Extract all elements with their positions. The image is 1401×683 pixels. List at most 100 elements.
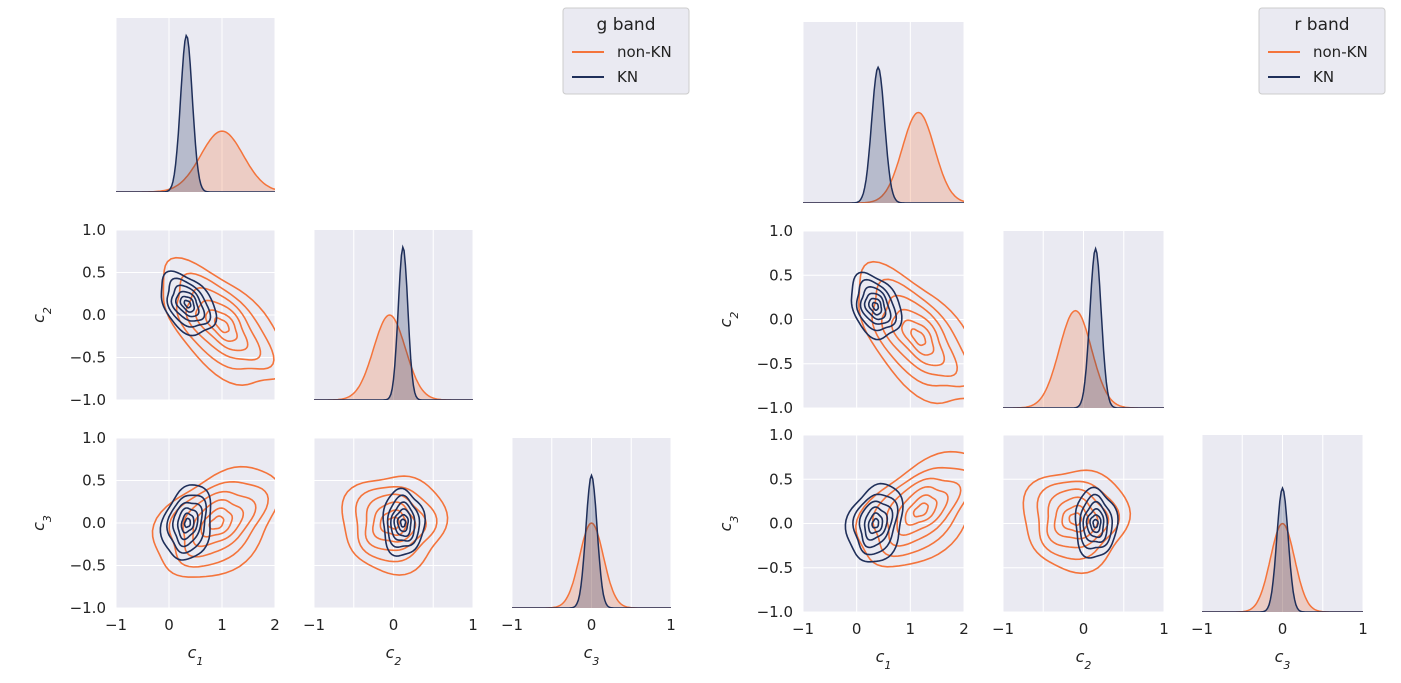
ytick-label: 0.0: [82, 306, 106, 324]
contour-kn: [852, 493, 899, 556]
contour-kn: [859, 285, 892, 325]
contour-kn: [382, 487, 427, 557]
contour-kn: [160, 270, 218, 337]
contour-kn: [868, 297, 883, 316]
xlabel-c2: c2: [1076, 647, 1092, 672]
r-band-pairplot: −1.0−0.50.00.51.0c2−1.0−0.50.00.51.0c3−1…: [716, 22, 1368, 672]
contour-kn: [399, 518, 407, 528]
ytick-label: −0.5: [70, 557, 106, 575]
ytick-label: 0.5: [82, 472, 106, 490]
xtick-label: −1: [1191, 620, 1213, 638]
panel-marks: [512, 473, 671, 608]
contour-non-kn: [1046, 488, 1110, 549]
kde-fill-non-kn: [1003, 310, 1164, 408]
xtick-label: 1: [906, 620, 916, 638]
legend-title: r band: [1294, 15, 1349, 35]
contour-kn: [183, 299, 192, 309]
legend-frame: [1258, 7, 1386, 95]
ytick-label: 0.0: [82, 514, 106, 532]
panel-c2-vs-c2: [1002, 231, 1165, 408]
kde-line-kn: [116, 33, 275, 192]
kde-fill-non-kn: [1202, 523, 1363, 612]
legend-r-band: r band non-KN KN: [1258, 7, 1386, 95]
contour-kn: [850, 271, 903, 341]
xtick-label: 0: [587, 616, 597, 634]
kde-line-non-kn: [803, 111, 964, 203]
panel-marks: [151, 465, 275, 578]
panel-c1-vs-c1: [115, 18, 276, 192]
kde-fill-kn: [116, 35, 275, 192]
xtick-label: 1: [1358, 620, 1368, 638]
ytick-label: −0.5: [757, 559, 793, 577]
ytick-label: −1.0: [70, 599, 106, 617]
contour-non-kn: [185, 286, 262, 361]
contour-non-kn: [192, 498, 245, 548]
ytick-label: 0.0: [769, 515, 793, 533]
xlabel-c1: c1: [188, 643, 204, 668]
panel-marks: [844, 450, 964, 568]
panel-c3-vs-c3: −1 0 1 c3: [501, 438, 676, 668]
ylabel-c2: c2: [29, 307, 54, 323]
panel-c3-vs-c2: −1 0 1 c2: [992, 434, 1169, 672]
kde-line-non-kn: [512, 522, 671, 608]
panel-marks: [803, 65, 964, 203]
contour-kn: [863, 506, 889, 541]
legend-label-kn: KN: [1313, 68, 1334, 86]
contour-non-kn: [910, 328, 927, 347]
contour-kn: [180, 512, 195, 534]
contour-kn: [855, 278, 897, 332]
kde-fill-non-kn: [314, 315, 473, 400]
contour-non-kn: [341, 475, 449, 576]
contour-kn: [1079, 493, 1113, 550]
kde-line-kn: [512, 473, 671, 608]
contour-kn: [159, 484, 212, 561]
panel-c3-vs-c3: −1 0 1 c3: [1191, 435, 1368, 672]
contour-non-kn: [1036, 480, 1121, 561]
kde-line-kn: [314, 244, 473, 400]
xtick-label: 1: [1159, 620, 1169, 638]
panel-marks: [116, 33, 275, 192]
ytick-label: 0.5: [769, 266, 793, 284]
contour-kn: [176, 507, 199, 541]
contour-kn: [183, 517, 192, 529]
contour-non-kn: [354, 486, 438, 563]
contour-kn: [389, 501, 416, 542]
ytick-label: 1.0: [82, 221, 106, 239]
kde-line-kn: [803, 65, 964, 203]
contour-non-kn: [904, 494, 938, 526]
panel-marks: [160, 256, 275, 387]
ytick-label: −1.0: [70, 391, 106, 409]
contour-non-kn: [871, 466, 964, 558]
panel-c3-vs-c1: −1.0 −0.5 0.0 0.5 1.0 c3 −1 0 1 2 c1: [716, 426, 969, 672]
xtick-label: 1: [666, 616, 676, 634]
contour-non-kn: [162, 256, 275, 387]
contour-non-kn: [912, 502, 929, 518]
contour-non-kn: [896, 485, 949, 537]
contour-kn: [396, 513, 409, 533]
contour-non-kn: [1022, 469, 1132, 575]
panel-c3-vs-c2: −1 0 1 c2: [303, 437, 478, 668]
xlabel-c2: c2: [386, 643, 402, 668]
ytick-label: 1.0: [769, 222, 793, 240]
xtick-label: 0: [1079, 620, 1089, 638]
contour-kn: [1085, 507, 1105, 539]
contour-kn: [386, 494, 421, 549]
xlabel-c3: c3: [584, 643, 600, 668]
kde-fill-kn: [512, 475, 671, 608]
contour-kn: [871, 517, 880, 529]
legend-label-non-kn: non-KN: [1313, 43, 1368, 61]
legend-label-kn: KN: [617, 68, 638, 86]
panel-c2-vs-c1: −1.0 −0.5 0.0 0.5 1.0 c2: [716, 222, 965, 417]
kde-line-kn: [1202, 485, 1363, 612]
panel-c2-vs-c1: −1.0 −0.5 0.0 0.5 1.0 c2: [29, 221, 276, 409]
panel-c2-vs-c2: [313, 230, 474, 400]
contour-kn: [172, 501, 204, 548]
ylabel-c2: c2: [716, 312, 741, 328]
contour-non-kn: [1061, 504, 1090, 533]
xtick-label: 2: [959, 620, 969, 638]
contour-kn: [1074, 486, 1119, 559]
panel-marks: [1003, 246, 1164, 408]
contour-kn: [867, 512, 884, 535]
contour-kn: [175, 290, 200, 318]
kde-fill-kn: [1202, 488, 1363, 612]
